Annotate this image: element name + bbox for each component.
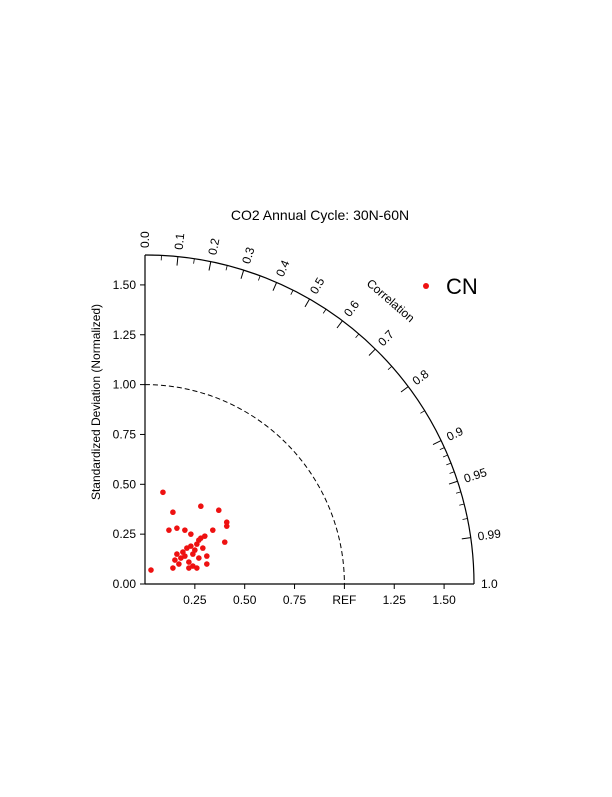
correlation-tick-label: 0.95 [462, 465, 489, 486]
correlation-tick [462, 538, 471, 539]
correlation-tick [433, 441, 441, 445]
correlation-tick [177, 257, 178, 266]
data-point [210, 527, 216, 533]
correlation-minor-tick [440, 448, 445, 450]
chart-title: CO2 Annual Cycle: 30N-60N [231, 207, 409, 223]
data-point [202, 533, 208, 539]
correlation-minor-tick [463, 519, 468, 520]
data-point [188, 543, 194, 549]
data-points [148, 489, 229, 572]
y-tick-label: 0.75 [113, 427, 137, 441]
correlation-minor-tick [226, 265, 227, 270]
x-tick-label: 0.50 [233, 593, 257, 607]
data-point [176, 561, 182, 567]
data-point [198, 503, 204, 509]
data-point [170, 509, 176, 515]
legend-marker-cn [423, 283, 429, 289]
correlation-tick-label: 0.6 [341, 297, 362, 319]
correlation-minor-tick [450, 472, 455, 474]
y-axis-label: Standardized Deviation (Normalized) [89, 304, 103, 500]
y-tick-label: 1.00 [113, 378, 137, 392]
correlation-minor-tick [323, 309, 326, 313]
correlation-tick-label: 0.1 [172, 232, 188, 250]
correlation-minor-tick [446, 463, 451, 465]
data-point [166, 527, 172, 533]
correlation-tick-label: 0.9 [444, 424, 465, 444]
correlation-tick-label: 0.8 [410, 367, 432, 388]
axes: 0.00 0.25 0.50 0.75 1.00 1.25 1.50 0.25 0.50 0.75… [113, 255, 474, 607]
correlation-tick [305, 299, 310, 307]
x-tick-label: 0.25 [183, 593, 207, 607]
correlation-minor-tick [443, 455, 448, 457]
data-point [186, 559, 192, 565]
correlation-tick-label: 0.2 [205, 237, 222, 256]
data-point [204, 553, 210, 559]
data-point [216, 507, 222, 513]
y-tick-label: 0.00 [113, 577, 137, 591]
data-point [174, 551, 180, 557]
correlation-tick [337, 321, 342, 328]
data-point [222, 539, 228, 545]
data-point [182, 553, 188, 559]
data-point [192, 547, 198, 553]
y-tick-label: 0.50 [113, 477, 137, 491]
correlation-tick [209, 262, 211, 271]
data-point [170, 565, 176, 571]
correlation-minor-tick [258, 276, 260, 281]
correlation-tick-label: 0.4 [273, 258, 293, 279]
correlation-minor-tick [420, 411, 424, 414]
x-tick-label: 1.50 [432, 593, 456, 607]
data-point [160, 489, 166, 495]
correlation-tick [449, 481, 458, 484]
x-tick-label: 1.25 [383, 593, 407, 607]
data-point [196, 555, 202, 561]
correlation-minor-tick [194, 259, 195, 264]
correlation-tick-label: 0.0 [138, 231, 152, 248]
data-point [148, 567, 154, 573]
y-tick-label: 1.25 [113, 328, 137, 342]
data-point [174, 525, 180, 531]
correlation-axis-label: Correlation [364, 276, 418, 325]
correlation-minor-tick [388, 366, 392, 369]
data-point [188, 531, 194, 537]
data-point [172, 557, 178, 563]
outer-arc [145, 255, 474, 584]
correlation-tick [241, 270, 244, 279]
correlation-tick-label: 1.0 [481, 577, 498, 591]
correlation-minor-tick [456, 492, 461, 493]
data-point [204, 561, 210, 567]
legend: CN [423, 274, 478, 299]
data-point [194, 565, 200, 571]
correlation-minor-tick [291, 290, 293, 294]
data-point [200, 545, 206, 551]
x-tick-label: REF [332, 593, 356, 607]
correlation-tick [401, 387, 408, 392]
correlation-tick [369, 349, 375, 355]
data-point [224, 519, 230, 525]
y-tick-label: 0.25 [113, 527, 137, 541]
data-point [182, 527, 188, 533]
correlation-tick [273, 282, 277, 290]
correlation-tick-label: 0.7 [375, 327, 397, 349]
y-tick-label: 1.50 [113, 278, 137, 292]
x-tick-label: 0.75 [283, 593, 307, 607]
correlation-tick-label: 0.99 [477, 526, 502, 543]
correlation-minor-tick [356, 334, 359, 338]
correlation-tick-label: 0.5 [307, 275, 328, 297]
correlation-minor-tick [459, 504, 464, 505]
legend-label-cn: CN [446, 274, 478, 299]
correlation-tick-label: 0.3 [239, 245, 257, 265]
